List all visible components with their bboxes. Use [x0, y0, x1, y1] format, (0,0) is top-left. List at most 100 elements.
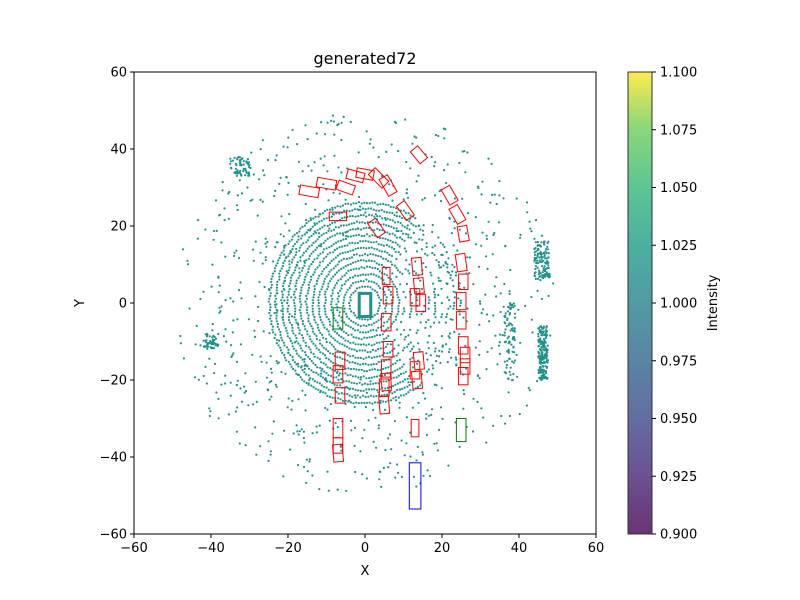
lidar-point — [539, 329, 542, 332]
lidar-point — [341, 275, 344, 278]
lidar-point — [509, 302, 512, 305]
lidar-point — [323, 210, 326, 213]
lidar-point — [235, 164, 238, 167]
lidar-point — [208, 407, 211, 410]
lidar-point — [315, 246, 319, 249]
lidar-point — [270, 277, 273, 281]
lidar-point — [344, 237, 348, 241]
lidar-point — [275, 154, 278, 157]
lidar-point — [414, 217, 417, 220]
lidar-point — [366, 383, 369, 386]
lidar-point — [259, 445, 262, 448]
lidar-point — [322, 323, 325, 326]
lidar-point — [552, 282, 555, 285]
bounding-box — [455, 291, 467, 311]
lidar-point — [538, 269, 541, 272]
lidar-point — [357, 356, 360, 359]
lidar-point — [546, 344, 549, 347]
lidar-point — [391, 211, 394, 215]
lidar-point — [305, 221, 308, 225]
lidar-point — [269, 294, 272, 298]
lidar-point — [401, 380, 404, 383]
bounding-box — [315, 176, 338, 191]
lidar-point — [340, 121, 343, 124]
lidar-point — [441, 350, 444, 353]
lidar-point — [305, 481, 308, 484]
lidar-point — [420, 248, 423, 251]
lidar-point — [269, 306, 272, 309]
lidar-point — [333, 221, 337, 224]
lidar-point — [270, 280, 273, 283]
lidar-point — [513, 304, 516, 307]
lidar-point — [464, 171, 467, 174]
lidar-point — [316, 257, 319, 260]
lidar-point — [357, 337, 360, 340]
lidar-point — [319, 372, 323, 375]
lidar-point — [398, 245, 401, 248]
lidar-point — [312, 273, 315, 276]
lidar-point — [318, 244, 321, 247]
lidar-point — [224, 255, 227, 258]
lidar-point — [376, 248, 379, 251]
lidar-point — [408, 228, 411, 231]
lidar-point — [275, 283, 279, 286]
lidar-point — [341, 251, 344, 255]
lidar-point — [376, 215, 379, 218]
lidar-point — [398, 358, 401, 361]
lidar-point — [270, 283, 273, 286]
lidar-point — [358, 267, 361, 270]
lidar-point — [373, 215, 376, 218]
lidar-point — [316, 326, 320, 329]
lidar-point — [309, 278, 313, 281]
lidar-point — [319, 157, 322, 160]
lidar-point — [415, 180, 418, 183]
lidar-point — [491, 253, 494, 256]
colorbar-tick-label: 0.950 — [660, 412, 697, 427]
lidar-point — [322, 391, 325, 394]
lidar-point — [540, 378, 543, 381]
lidar-point — [403, 386, 406, 389]
lidar-point — [323, 307, 326, 310]
lidar-point — [268, 308, 272, 312]
lidar-point — [328, 341, 332, 344]
lidar-point — [547, 273, 550, 276]
lidar-point — [345, 312, 348, 315]
lidar-point — [385, 380, 388, 383]
lidar-point — [343, 244, 346, 247]
lidar-point — [318, 293, 321, 296]
lidar-point — [308, 460, 311, 463]
lidar-point — [400, 321, 403, 324]
lidar-point — [349, 299, 352, 302]
bounding-box — [455, 311, 467, 330]
lidar-point — [328, 236, 332, 239]
lidar-point — [321, 270, 324, 273]
lidar-point — [298, 309, 301, 312]
lidar-point — [273, 270, 276, 273]
lidar-point — [340, 392, 343, 395]
lidar-point — [297, 277, 300, 280]
lidar-point — [282, 321, 285, 324]
lidar-point — [540, 374, 543, 377]
lidar-point — [282, 235, 285, 238]
lidar-point — [277, 328, 281, 331]
lidar-point — [396, 368, 399, 371]
lidar-point — [503, 334, 506, 337]
lidar-point — [425, 433, 428, 436]
lidar-point — [389, 293, 393, 296]
lidar-point — [347, 340, 350, 343]
lidar-point — [300, 365, 303, 368]
lidar-point — [425, 245, 428, 249]
lidar-point — [383, 250, 386, 253]
lidar-point — [361, 383, 364, 386]
lidar-point — [300, 244, 303, 247]
lidar-point — [351, 209, 354, 212]
lidar-point — [498, 352, 501, 355]
lidar-point — [547, 294, 550, 297]
lidar-point — [305, 458, 308, 461]
lidar-point — [338, 192, 341, 195]
lidar-point — [302, 339, 305, 342]
lidar-point — [365, 278, 368, 281]
lidar-point — [249, 199, 252, 202]
lidar-point — [342, 330, 345, 333]
lidar-point — [384, 387, 387, 390]
